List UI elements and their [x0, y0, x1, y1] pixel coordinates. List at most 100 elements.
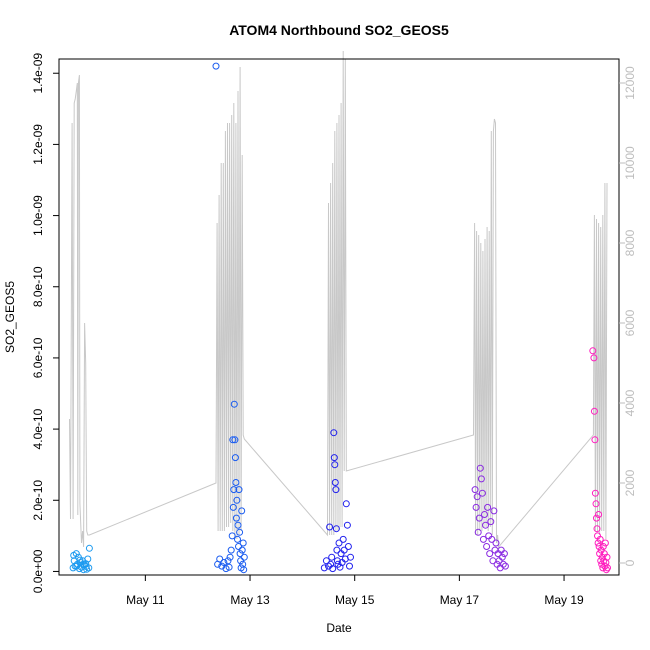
data-point — [225, 563, 233, 571]
data-point — [598, 553, 606, 561]
data-point — [327, 560, 335, 568]
x-axis-label: Date — [326, 621, 352, 635]
y-tick-label: 0.0e+00 — [31, 549, 45, 593]
data-point — [330, 454, 338, 462]
y2-tick-label: 8000 — [623, 229, 637, 256]
data-point — [236, 528, 244, 536]
data-point — [70, 551, 78, 559]
data-point — [82, 563, 90, 570]
data-point — [240, 553, 248, 561]
data-point — [235, 486, 243, 494]
data-point — [216, 555, 224, 563]
y-tick-label: 1.4e-09 — [31, 53, 45, 94]
y-tick-label: 1.0e-09 — [31, 195, 45, 236]
data-point — [231, 436, 239, 444]
data-point — [482, 521, 489, 529]
y-tick-label: 1.2e-09 — [31, 124, 45, 165]
data-point — [344, 543, 352, 550]
y2-tick-label: 2000 — [623, 469, 637, 496]
data-point — [230, 400, 238, 408]
x-tick-label: May 11 — [126, 593, 165, 607]
x-tick-label: May 13 — [230, 593, 270, 607]
data-point — [343, 521, 351, 529]
y-axis: 0.0e+00 2.0e-10 4.0e-10 6.0e-10 8.0e-10 1.0e-… — [31, 53, 59, 593]
data-point — [238, 507, 246, 515]
y-tick-label: 8.0e-10 — [31, 266, 45, 307]
data-point — [477, 475, 485, 483]
y-tick-label: 2.0e-10 — [31, 480, 45, 521]
data-point — [339, 535, 347, 543]
data-point — [593, 525, 601, 533]
data-point — [231, 454, 239, 462]
data-point — [599, 543, 607, 550]
data-point — [501, 562, 509, 570]
data-point — [500, 550, 508, 558]
data-point — [481, 511, 488, 518]
y2-tick-label: 12000 — [623, 66, 637, 100]
chart-title: ATOM4 Northbound SO2_GEOS5 — [229, 22, 449, 38]
data-point — [332, 486, 340, 494]
data-point — [342, 500, 350, 508]
data-point — [84, 555, 92, 563]
data-point — [604, 564, 611, 572]
data-point — [590, 354, 598, 362]
data-point — [240, 566, 248, 574]
data-point — [333, 546, 341, 554]
data-point — [472, 503, 480, 511]
data-point — [478, 489, 486, 497]
data-point — [490, 507, 498, 515]
data-point — [212, 62, 220, 70]
data-point — [346, 562, 353, 570]
data-point — [230, 486, 238, 494]
x-tick-label: May 17 — [440, 593, 480, 607]
altitude-line — [69, 50, 608, 549]
data-point — [599, 564, 607, 572]
y2-tick-label: 10000 — [623, 146, 637, 180]
data-point — [487, 518, 495, 526]
y2-axis: 0 2000 4000 6000 8000 10000 12000 — [619, 66, 637, 566]
data-point — [590, 407, 598, 415]
data-point — [473, 493, 481, 501]
data-point — [235, 543, 242, 550]
data-point — [476, 464, 484, 472]
data-point — [591, 489, 599, 497]
data-point — [340, 546, 348, 554]
data-point — [594, 539, 602, 547]
data-point — [227, 546, 235, 554]
data-point — [328, 553, 336, 561]
data-point — [229, 436, 237, 444]
data-point — [488, 535, 496, 543]
data-point — [474, 528, 482, 536]
altitude-line-layer — [69, 50, 608, 549]
data-point — [233, 496, 241, 504]
data-point — [330, 429, 338, 437]
data-point — [589, 347, 597, 355]
y2-tick-label: 4000 — [623, 389, 637, 416]
data-point — [320, 564, 328, 572]
data-point — [595, 543, 603, 550]
data-point — [593, 514, 600, 522]
data-point — [595, 511, 603, 518]
data-point — [224, 557, 232, 565]
y-tick-label: 6.0e-10 — [31, 337, 45, 378]
data-point — [486, 550, 494, 558]
data-point — [347, 553, 354, 561]
data-point — [234, 535, 241, 543]
data-point — [592, 500, 600, 508]
data-point — [232, 514, 240, 522]
x-tick-label: May 19 — [544, 593, 584, 607]
y-axis-label: SO2_GEOS5 — [3, 281, 17, 353]
data-point — [234, 521, 242, 529]
data-point — [591, 436, 599, 444]
data-point — [471, 486, 479, 494]
data-point — [484, 503, 492, 511]
data-point — [229, 503, 237, 511]
data-point — [498, 553, 506, 561]
data-point — [332, 525, 340, 533]
data-point — [331, 461, 339, 469]
data-point — [329, 565, 337, 573]
data-point — [601, 539, 609, 547]
data-point — [326, 523, 334, 531]
y2-tick-label: 6000 — [623, 309, 637, 336]
